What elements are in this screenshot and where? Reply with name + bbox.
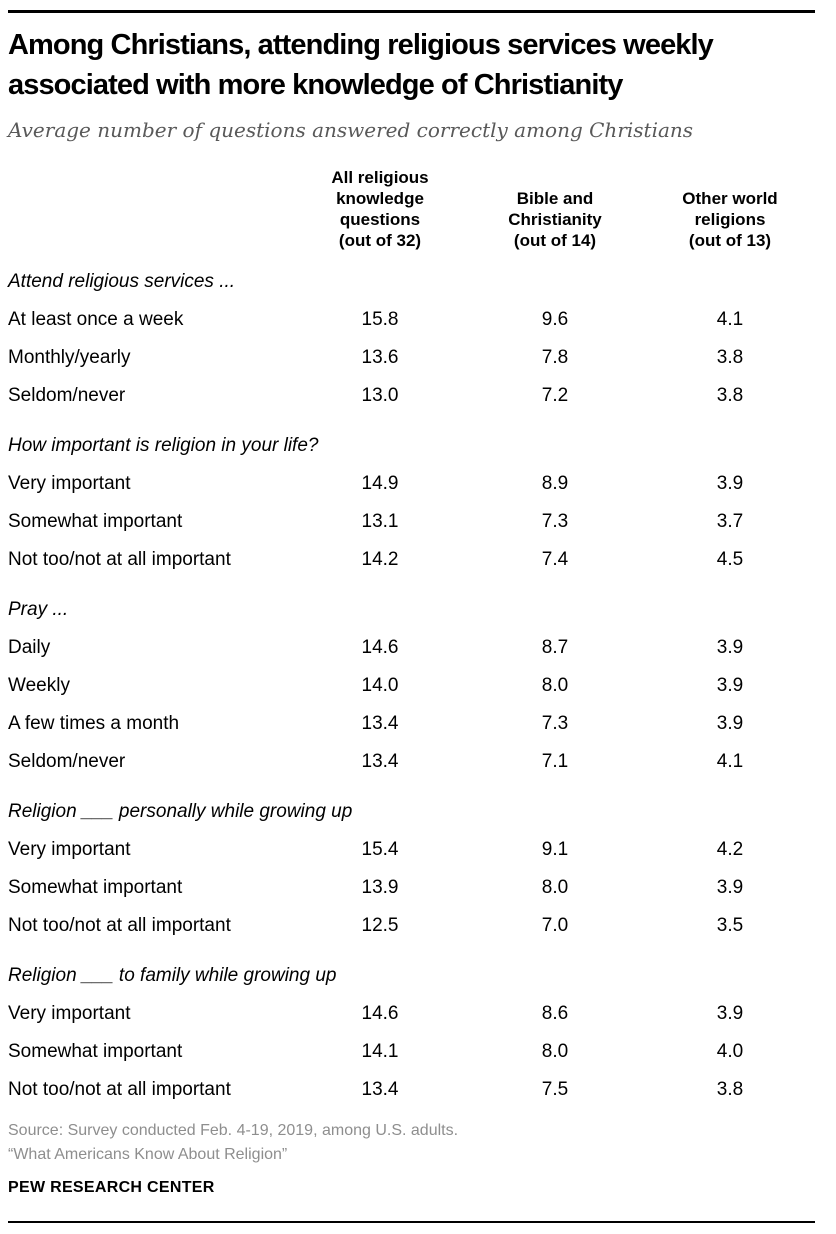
row-label: Not too/not at all important	[8, 1079, 231, 1100]
value-other-religions: 4.0	[716, 1041, 744, 1062]
value-bible-christianity: 8.7	[541, 637, 569, 658]
source-line-2: “What Americans Know About Religion”	[8, 1146, 288, 1163]
value-other-religions: 3.9	[716, 713, 744, 734]
value-other-religions: 4.2	[716, 839, 744, 860]
value-all-questions: 14.0	[361, 675, 399, 696]
section-heading-attend-services: Attend religious services ...	[8, 271, 236, 292]
row-label: Monthly/yearly	[8, 347, 131, 368]
section-heading-importance-of-religion: How important is religion in your life?	[8, 435, 319, 456]
value-other-religions: 3.9	[716, 877, 744, 898]
page-title: Among Christians, attending religious se…	[8, 29, 714, 101]
row-label: Not too/not at all important	[8, 549, 231, 570]
table-row: A few times a month 13.4 7.3 3.9	[8, 705, 836, 743]
row-label: Very important	[8, 473, 131, 494]
section-heading-religion-personally: Religion ___ personally while growing up	[8, 801, 353, 822]
value-other-religions: 3.9	[716, 473, 744, 494]
value-all-questions: 13.6	[361, 347, 399, 368]
row-label: Seldom/never	[8, 751, 126, 772]
value-bible-christianity: 8.0	[541, 1041, 569, 1062]
row-label: Daily	[8, 637, 51, 658]
value-bible-christianity: 7.2	[541, 385, 569, 406]
bottom-rule	[8, 1221, 815, 1223]
row-label: Very important	[8, 1003, 131, 1024]
value-bible-christianity: 7.3	[541, 511, 569, 532]
value-bible-christianity: 7.4	[541, 549, 569, 570]
table-row: Somewhat important 14.1 8.0 4.0	[8, 1033, 836, 1071]
table-header-row: All religious knowledge questions (out o…	[8, 167, 836, 251]
top-rule	[8, 10, 815, 13]
value-other-religions: 3.9	[716, 1003, 744, 1024]
column-header-bible-christianity: Bible and Christianity (out of 14)	[508, 189, 602, 250]
value-bible-christianity: 9.1	[541, 839, 569, 860]
table-row: Very important 14.9 8.9 3.9	[8, 465, 836, 503]
page-subtitle: Average number of questions answered cor…	[8, 118, 694, 142]
table-row: Very important 14.6 8.6 3.9	[8, 995, 836, 1033]
value-bible-christianity: 7.8	[541, 347, 569, 368]
value-all-questions: 13.9	[361, 877, 399, 898]
table-row: Not too/not at all important 13.4 7.5 3.…	[8, 1071, 836, 1109]
value-other-religions: 3.8	[716, 385, 744, 406]
value-other-religions: 3.5	[716, 915, 744, 936]
value-all-questions: 14.2	[361, 549, 399, 570]
value-all-questions: 13.4	[361, 713, 399, 734]
table-row: Seldom/never 13.0 7.2 3.8	[8, 377, 836, 415]
value-other-religions: 4.5	[716, 549, 744, 570]
value-all-questions: 14.6	[361, 637, 399, 658]
value-all-questions: 13.4	[361, 1079, 399, 1100]
table-row: At least once a week 15.8 9.6 4.1	[8, 301, 836, 339]
value-bible-christianity: 7.0	[541, 915, 569, 936]
value-bible-christianity: 7.5	[541, 1079, 569, 1100]
source-note: Source: Survey conducted Feb. 4-19, 2019…	[8, 1119, 836, 1167]
value-other-religions: 4.1	[716, 309, 744, 330]
value-all-questions: 13.1	[361, 511, 399, 532]
row-label: Weekly	[8, 675, 70, 696]
table-row: Weekly 14.0 8.0 3.9	[8, 667, 836, 705]
row-label: Not too/not at all important	[8, 915, 231, 936]
value-other-religions: 3.9	[716, 637, 744, 658]
table-row: Daily 14.6 8.7 3.9	[8, 629, 836, 667]
row-label: At least once a week	[8, 309, 184, 330]
row-label: Somewhat important	[8, 511, 183, 532]
value-other-religions: 4.1	[716, 751, 744, 772]
value-all-questions: 14.6	[361, 1003, 399, 1024]
value-other-religions: 3.9	[716, 675, 744, 696]
row-label: Somewhat important	[8, 1041, 183, 1062]
value-other-religions: 3.8	[716, 347, 744, 368]
value-bible-christianity: 9.6	[541, 309, 569, 330]
value-all-questions: 15.4	[361, 839, 399, 860]
section-heading-pray: Pray ...	[8, 599, 69, 620]
source-line-1: Source: Survey conducted Feb. 4-19, 2019…	[8, 1122, 459, 1139]
brand-label: PEW RESEARCH CENTER	[8, 1179, 215, 1196]
table-row: Monthly/yearly 13.6 7.8 3.8	[8, 339, 836, 377]
value-bible-christianity: 8.9	[541, 473, 569, 494]
table-row: Very important 15.4 9.1 4.2	[8, 831, 836, 869]
value-all-questions: 15.8	[361, 309, 399, 330]
value-bible-christianity: 7.1	[541, 751, 569, 772]
table-row: Not too/not at all important 14.2 7.4 4.…	[8, 541, 836, 579]
value-all-questions: 12.5	[361, 915, 399, 936]
value-all-questions: 13.4	[361, 751, 399, 772]
value-bible-christianity: 7.3	[541, 713, 569, 734]
table-row: Somewhat important 13.1 7.3 3.7	[8, 503, 836, 541]
column-header-all-questions: All religious knowledge questions (out o…	[331, 168, 429, 250]
value-bible-christianity: 8.6	[541, 1003, 569, 1024]
value-all-questions: 13.0	[361, 385, 399, 406]
row-label: A few times a month	[8, 713, 180, 734]
row-label: Very important	[8, 839, 131, 860]
row-label: Somewhat important	[8, 877, 183, 898]
value-bible-christianity: 8.0	[541, 675, 569, 696]
value-all-questions: 14.9	[361, 473, 399, 494]
table-row: Seldom/never 13.4 7.1 4.1	[8, 743, 836, 781]
value-bible-christianity: 8.0	[541, 877, 569, 898]
value-other-religions: 3.8	[716, 1079, 744, 1100]
value-other-religions: 3.7	[716, 511, 744, 532]
column-header-other-religions: Other world religions (out of 13)	[682, 189, 778, 250]
row-label: Seldom/never	[8, 385, 126, 406]
value-all-questions: 14.1	[361, 1041, 399, 1062]
table-row: Not too/not at all important 12.5 7.0 3.…	[8, 907, 836, 945]
section-heading-religion-family: Religion ___ to family while growing up	[8, 965, 337, 986]
table-row: Somewhat important 13.9 8.0 3.9	[8, 869, 836, 907]
